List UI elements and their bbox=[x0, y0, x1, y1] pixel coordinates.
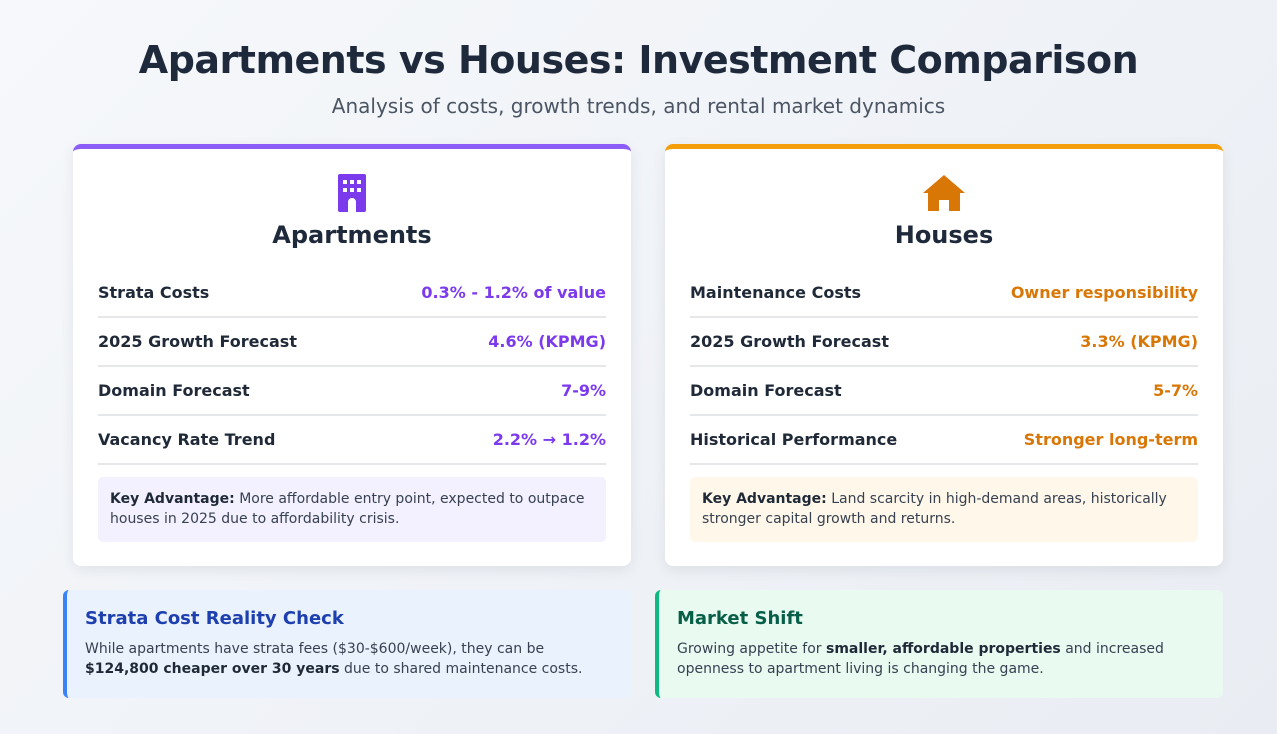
metric-value: 0.3% - 1.2% of value bbox=[421, 283, 606, 302]
metric-value: Stronger long-term bbox=[1023, 430, 1198, 449]
houses-key-advantage: Key Advantage: Land scarcity in high-dem… bbox=[690, 477, 1198, 542]
metric-value: 5-7% bbox=[1153, 381, 1198, 400]
metric-value: 7-9% bbox=[561, 381, 606, 400]
metric-value: 3.3% (KPMG) bbox=[1080, 332, 1198, 351]
metric-label: Historical Performance bbox=[690, 430, 898, 449]
metric-label: 2025 Growth Forecast bbox=[690, 332, 889, 351]
strata-reality-check-box: Strata Cost Reality Check While apartmen… bbox=[63, 590, 631, 698]
houses-title: Houses bbox=[894, 221, 994, 249]
metric-label: Maintenance Costs bbox=[690, 283, 862, 302]
page-subtitle: Analysis of costs, growth trends, and re… bbox=[331, 94, 946, 118]
strata-text: While apartments have strata fees ($30-$… bbox=[85, 639, 613, 679]
strata-text-part: due to shared maintenance costs. bbox=[339, 661, 583, 677]
key-advantage-text: Land scarcity in high-demand areas, hist… bbox=[702, 491, 1167, 527]
building-icon bbox=[330, 173, 374, 213]
market-text-highlight: smaller, affordable properties bbox=[826, 641, 1061, 657]
strata-text-part: While apartments have strata fees ($30-$… bbox=[85, 641, 545, 657]
strata-text-highlight: $124,800 cheaper over 30 years bbox=[85, 661, 340, 677]
metric-row: 2025 Growth Forecast 3.3% (KPMG) bbox=[690, 318, 1198, 367]
metric-value: Owner responsibility bbox=[1010, 283, 1198, 302]
metric-row: Vacancy Rate Trend 2.2% → 1.2% bbox=[98, 416, 606, 465]
apartments-card: Apartments Strata Costs 0.3% - 1.2% of v… bbox=[73, 144, 631, 566]
apartments-title: Apartments bbox=[272, 221, 432, 249]
metric-label: Vacancy Rate Trend bbox=[98, 430, 276, 449]
house-icon bbox=[922, 173, 966, 213]
key-advantage-label: Key Advantage: bbox=[702, 491, 827, 507]
key-advantage-text: More affordable entry point, expected to… bbox=[110, 491, 585, 527]
market-title: Market Shift bbox=[677, 608, 803, 629]
metric-value: 4.6% (KPMG) bbox=[488, 332, 606, 351]
metric-row: Maintenance Costs Owner responsibility bbox=[690, 269, 1198, 318]
apartments-key-advantage: Key Advantage: More affordable entry poi… bbox=[98, 477, 606, 542]
metric-label: Domain Forecast bbox=[98, 381, 250, 400]
market-text-part: and increased openness to apartment livi… bbox=[677, 641, 1164, 677]
metric-label: Strata Costs bbox=[98, 283, 210, 302]
houses-card: Houses Maintenance Costs Owner responsib… bbox=[665, 144, 1223, 566]
key-advantage-label: Key Advantage: bbox=[110, 491, 235, 507]
metric-value: 2.2% → 1.2% bbox=[492, 430, 606, 449]
metric-row: Domain Forecast 5-7% bbox=[690, 367, 1198, 416]
metric-row: Historical Performance Stronger long-ter… bbox=[690, 416, 1198, 465]
apartments-metrics: Strata Costs 0.3% - 1.2% of value 2025 G… bbox=[98, 269, 606, 465]
metric-label: Domain Forecast bbox=[690, 381, 842, 400]
strata-title: Strata Cost Reality Check bbox=[85, 608, 344, 629]
metric-label: 2025 Growth Forecast bbox=[98, 332, 297, 351]
houses-metrics: Maintenance Costs Owner responsibility 2… bbox=[690, 269, 1198, 465]
market-shift-box: Market Shift Growing appetite for smalle… bbox=[655, 590, 1223, 698]
metric-row: Strata Costs 0.3% - 1.2% of value bbox=[98, 269, 606, 318]
metric-row: 2025 Growth Forecast 4.6% (KPMG) bbox=[98, 318, 606, 367]
page-title: Apartments vs Houses: Investment Compari… bbox=[138, 38, 1139, 82]
metric-row: Domain Forecast 7-9% bbox=[98, 367, 606, 416]
market-text: Growing appetite for smaller, affordable… bbox=[677, 639, 1205, 679]
market-text-part: Growing appetite for bbox=[677, 641, 827, 657]
